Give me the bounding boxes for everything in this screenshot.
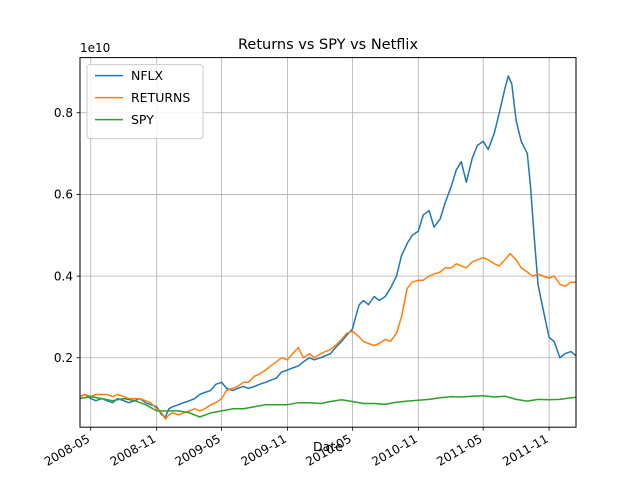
y-ticks: 0.2 0.4 0.6 0.8	[54, 106, 80, 365]
series-line-spy	[79, 395, 577, 418]
x-tick-label: 2008-11	[108, 432, 158, 469]
x-ticks: 2008-05 2008-11 2009-05 2009-11 2010-05 2010-…	[42, 427, 551, 469]
y-offset-label: 1e10	[80, 41, 110, 55]
x-tick-label: 2011-11	[500, 432, 550, 469]
legend: NFLX RETURNS SPY	[86, 64, 204, 140]
legend-label: SPY	[131, 112, 154, 127]
y-tick-label: 0.4	[54, 269, 73, 283]
y-tick-label: 0.2	[54, 351, 73, 365]
y-tick-label: 0.6	[54, 188, 73, 202]
x-tick-label: 2009-05	[173, 432, 223, 469]
legend-label: RETURNS	[131, 90, 190, 105]
x-tick-label: 2010-11	[369, 432, 419, 469]
axes-frame	[79, 57, 577, 428]
x-tick-label: 2009-11	[239, 432, 289, 469]
x-tick-label: 2008-05	[42, 432, 92, 469]
x-axis-label: Date	[313, 439, 343, 454]
y-tick-label: 0.8	[54, 106, 73, 120]
legend-label: NFLX	[131, 68, 164, 83]
plot-series	[79, 75, 577, 420]
chart-title: Returns vs SPY vs Netflix	[238, 37, 418, 53]
series-line-returns	[79, 252, 576, 420]
x-tick-label: 2011-05	[434, 432, 484, 469]
